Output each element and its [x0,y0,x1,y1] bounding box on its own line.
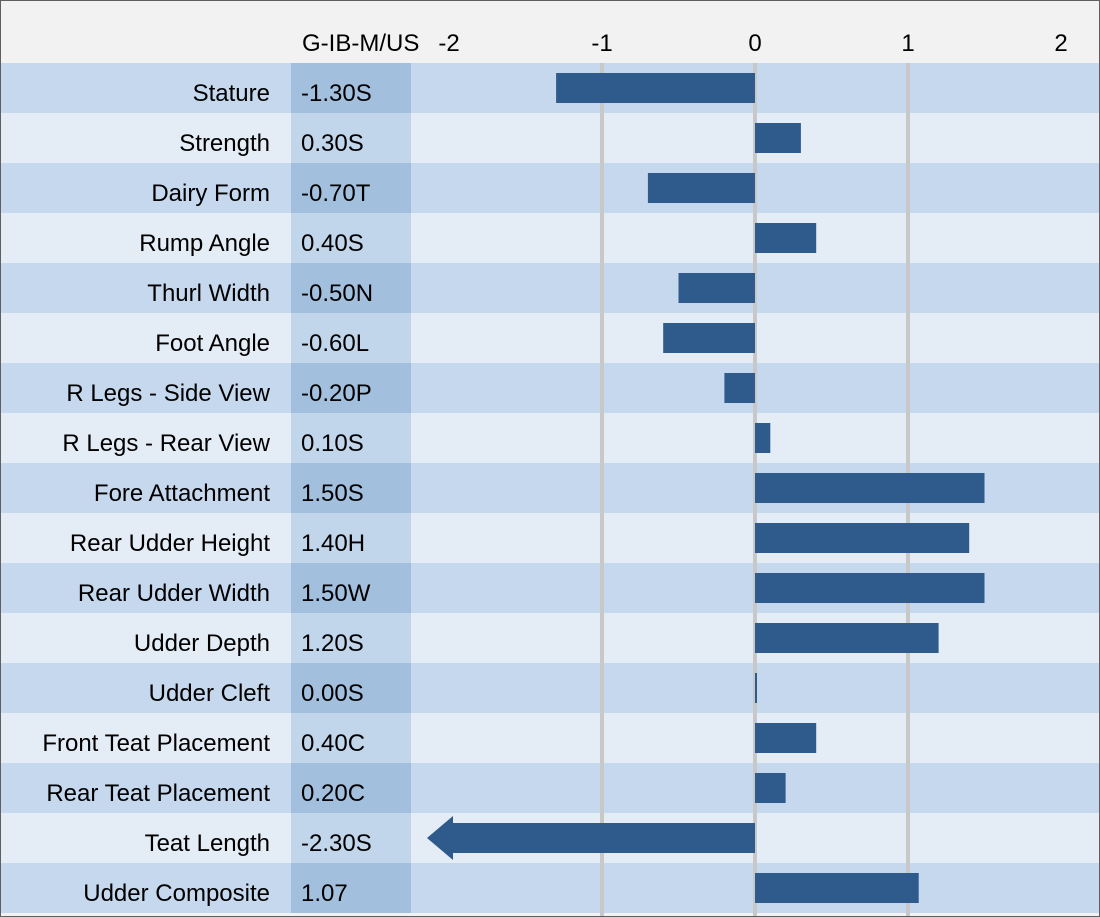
row-background [1,413,1099,463]
category-label: Front Teat Placement [42,730,270,757]
category-label: Udder Depth [134,630,270,657]
value-label: 1.40H [301,530,365,557]
value-label: 0.40C [301,730,365,757]
row-background [1,363,1099,413]
bar [755,873,919,903]
value-cell-background [291,263,411,313]
category-label: Dairy Form [151,180,270,207]
category-label: Teat Length [145,830,270,857]
value-label: 0.30S [301,130,364,157]
value-cell-background [291,563,411,613]
bar [755,223,817,253]
bar [755,773,786,803]
row-background [1,763,1099,813]
x-tick-label: -2 [438,30,459,57]
row-background [1,263,1099,313]
labels: G-IB-M/US -2 -1 0 1 2 Stature -1.30S Strength 0.3… [42,30,1067,907]
value-label: -0.50N [301,280,373,307]
value-cell-background [291,413,411,463]
value-label: 1.50W [301,580,371,607]
row-background [1,663,1099,713]
bar [556,73,755,103]
value-cell-background [291,663,411,713]
bar [755,123,801,153]
bar [755,423,771,453]
value-cell-background [291,113,411,163]
bars [427,73,985,903]
category-label: Fore Attachment [94,480,270,507]
value-label: 0.10S [301,430,364,457]
value-cell-background [291,713,411,763]
value-label: 1.20S [301,630,364,657]
category-label: Stature [193,80,270,107]
value-label: -2.30S [301,830,372,857]
category-label: Strength [179,130,270,157]
value-cell-background [291,863,411,913]
x-tick-label: 0 [748,30,761,57]
value-label: -0.70T [301,180,371,207]
category-label: Udder Cleft [149,680,271,707]
bar-arrow [427,816,755,860]
value-cell-background [291,763,411,813]
row-background [1,163,1099,213]
value-cell-background [291,163,411,213]
row-background [1,313,1099,363]
category-label: R Legs - Rear View [62,430,270,457]
x-tick-label: -1 [591,30,612,57]
category-label: Rear Teat Placement [46,780,270,807]
category-label: Rear Udder Height [70,530,270,557]
value-cell-background [291,213,411,263]
value-label: 0.40S [301,230,364,257]
bar [755,523,970,553]
x-tick-label: 1 [901,30,914,57]
row-background [1,713,1099,763]
value-cell-background [291,463,411,513]
bar [755,623,939,653]
value-label: 0.20C [301,780,365,807]
bar [663,323,755,353]
category-label: Udder Composite [83,880,270,907]
bar [755,473,985,503]
row-background [1,113,1099,163]
value-label: -1.30S [301,80,372,107]
value-label: 1.50S [301,480,364,507]
category-label: R Legs - Side View [66,380,270,407]
bar [755,723,817,753]
value-cell-background [291,63,411,113]
header-background [1,1,1099,63]
value-label: 0.00S [301,680,364,707]
category-label: Thurl Width [147,280,270,307]
value-cell-background [291,513,411,563]
category-label: Rear Udder Width [78,580,270,607]
value-cell-background [291,313,411,363]
value-cell-background [291,813,411,863]
value-label: -0.20P [301,380,372,407]
value-label: -0.60L [301,330,369,357]
row-background [1,63,1099,113]
bar [647,173,755,203]
x-tick-label: 2 [1054,30,1067,57]
value-cell-background [291,363,411,413]
value-column-header: G-IB-M/US [302,30,419,57]
value-cell-background [291,613,411,663]
value-label: 1.07 [301,880,348,907]
bar [755,673,757,703]
bar [678,273,755,303]
bar [724,373,755,403]
category-label: Rump Angle [139,230,270,257]
bar [755,573,985,603]
row-background [1,213,1099,263]
category-label: Foot Angle [155,330,270,357]
